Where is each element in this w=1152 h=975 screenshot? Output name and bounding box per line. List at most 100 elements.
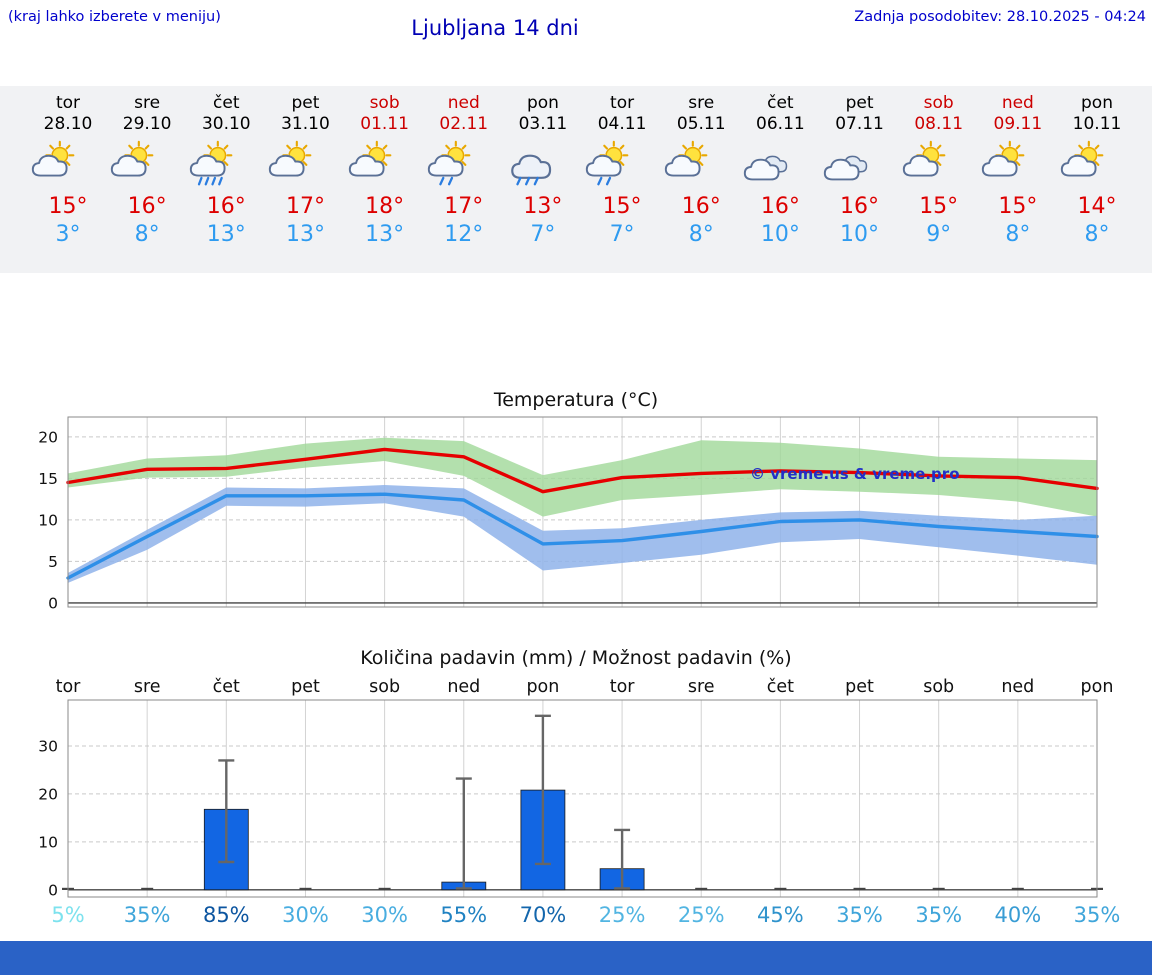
day-name: sob <box>369 93 400 113</box>
forecast-day-31.10: pet 31.10 17° 13° <box>265 86 345 248</box>
day-date: 30.10 <box>201 114 251 134</box>
forecast-day-05.11: sre 05.11 16° 8° <box>661 86 741 248</box>
min-temperature: 3° <box>55 222 81 247</box>
partly-sunny-icon <box>1060 140 1104 177</box>
day-date: 02.11 <box>439 114 489 134</box>
weather-icon-slot <box>978 135 1058 193</box>
day-name: ned <box>447 93 480 113</box>
day-date: 31.10 <box>281 114 330 134</box>
showers-sun-icon <box>427 140 471 186</box>
weather-icon-slot <box>186 135 266 193</box>
max-temperature: 13° <box>523 194 563 219</box>
precip-probability: 30% <box>361 903 408 927</box>
precip-probability: 70% <box>519 903 567 927</box>
day-date: 08.11 <box>914 114 964 134</box>
day-name: ned <box>1001 93 1034 113</box>
watermark[interactable]: © vreme.us & vreme.pro <box>750 465 960 483</box>
day-name: sob <box>923 93 954 113</box>
precip-probability: 85% <box>202 903 250 927</box>
precip-probability: 35% <box>836 903 883 927</box>
precipitation-tick <box>932 887 945 890</box>
day-name: čet <box>767 93 794 113</box>
min-temperature: 8° <box>1005 222 1031 247</box>
max-temperature: 15° <box>602 194 642 219</box>
min-temperature: 7° <box>609 222 635 247</box>
min-temperature: 13° <box>285 222 325 247</box>
max-temperature: 16° <box>840 194 880 219</box>
cloudy-icon <box>823 155 867 181</box>
forecast-day-10.11: pon 10.11 14° 8° <box>1057 86 1137 248</box>
min-temperature: 13° <box>206 222 246 247</box>
day-label: čet <box>213 677 240 697</box>
max-temperature: 15° <box>998 194 1038 219</box>
day-label: pon <box>526 677 559 697</box>
precipitation-tick <box>141 887 154 890</box>
weather-icon-slot <box>582 135 662 193</box>
forecast-day-06.11: čet 06.11 16° 10° <box>740 86 820 248</box>
day-date: 07.11 <box>835 114 884 134</box>
day-label: ned <box>1001 677 1034 697</box>
menu-hint: (kraj lahko izberete v meniju) <box>8 9 221 25</box>
weather-icon-slot <box>107 135 187 193</box>
day-date: 09.11 <box>993 114 1043 134</box>
day-label: pet <box>291 677 320 697</box>
weather-icon-slot <box>661 135 741 193</box>
day-name: sre <box>688 93 715 113</box>
day-name: tor <box>55 93 81 113</box>
partly-sunny-icon <box>348 140 391 177</box>
day-label: pet <box>845 677 874 697</box>
svg-text:0: 0 <box>48 594 58 612</box>
precipitation-tick <box>695 887 708 890</box>
forecast-day-01.11: sob 01.11 18° 13° <box>345 86 425 248</box>
precipitation-chart-svg: tor sre čet pet sob ned pon tor sre čet pet sob ned p… <box>38 677 1113 899</box>
partly-sunny-icon <box>269 140 312 177</box>
svg-text:30: 30 <box>38 738 58 756</box>
partly-sunny-icon <box>31 140 75 177</box>
min-temperature: 12° <box>444 222 484 247</box>
max-temperature: 16° <box>760 194 800 219</box>
forecast-day-08.11: sob 08.11 15° 9° <box>899 86 979 248</box>
showers-sun-icon <box>585 140 629 186</box>
forecast-day-28.10: tor 28.10 15° 3° <box>28 86 108 248</box>
precip-probability: 55% <box>440 903 488 927</box>
day-label: čet <box>767 677 794 697</box>
max-temperature: 16° <box>127 194 167 219</box>
max-temperature: 17° <box>444 194 484 219</box>
forecast-day-03.11: pon 03.11 13° 7° <box>503 86 583 248</box>
max-temperature: 17° <box>285 194 325 219</box>
forecast-strip: tor 28.10 15° 3° sre 29.10 16° 8° čet 30.10 16° 13°… <box>0 86 1152 273</box>
precip-probability: 40% <box>994 903 1042 927</box>
svg-text:10: 10 <box>38 511 58 529</box>
min-temperature: 8° <box>134 222 160 247</box>
precipitation-tick <box>774 887 787 890</box>
svg-text:5: 5 <box>48 553 58 571</box>
precip-probability: 35% <box>915 903 963 927</box>
day-date: 10.11 <box>1072 114 1122 134</box>
max-temperature: 18° <box>365 194 405 219</box>
day-label: sob <box>923 677 954 697</box>
day-label: ned <box>447 677 480 697</box>
precip-probability: 45% <box>757 903 804 927</box>
temperature-chart-svg: 0 5 10 15 20 © vreme.us & vreme.pro <box>38 416 1099 612</box>
weather-icon-slot <box>424 135 504 193</box>
min-temperature: 10° <box>840 222 880 247</box>
svg-text:15: 15 <box>38 470 58 488</box>
day-name: pet <box>845 93 874 113</box>
weather-icon-slot <box>899 135 979 193</box>
precip-probability: 25% <box>677 903 725 927</box>
max-temperature: 15° <box>919 194 959 219</box>
precipitation-chart-title: Količina padavin (mm) / Možnost padavin … <box>360 647 792 669</box>
day-date: 01.11 <box>360 114 409 134</box>
precipitation-chart: tor sre čet pet sob ned pon tor sre čet pet sob ned p… <box>0 676 1152 906</box>
weather-icon-slot <box>503 135 583 193</box>
partly-sunny-icon <box>902 140 946 177</box>
forecast-day-07.11: pet 07.11 16° 10° <box>820 86 900 248</box>
day-date: 29.10 <box>122 114 172 134</box>
day-name: pon <box>1081 93 1113 113</box>
min-temperature: 8° <box>688 222 714 247</box>
max-temperature: 16° <box>681 194 721 219</box>
partly-sunny-icon <box>110 140 154 177</box>
min-temperature: 13° <box>365 222 405 247</box>
precipitation-tick <box>853 887 866 890</box>
svg-text:0: 0 <box>48 881 58 899</box>
